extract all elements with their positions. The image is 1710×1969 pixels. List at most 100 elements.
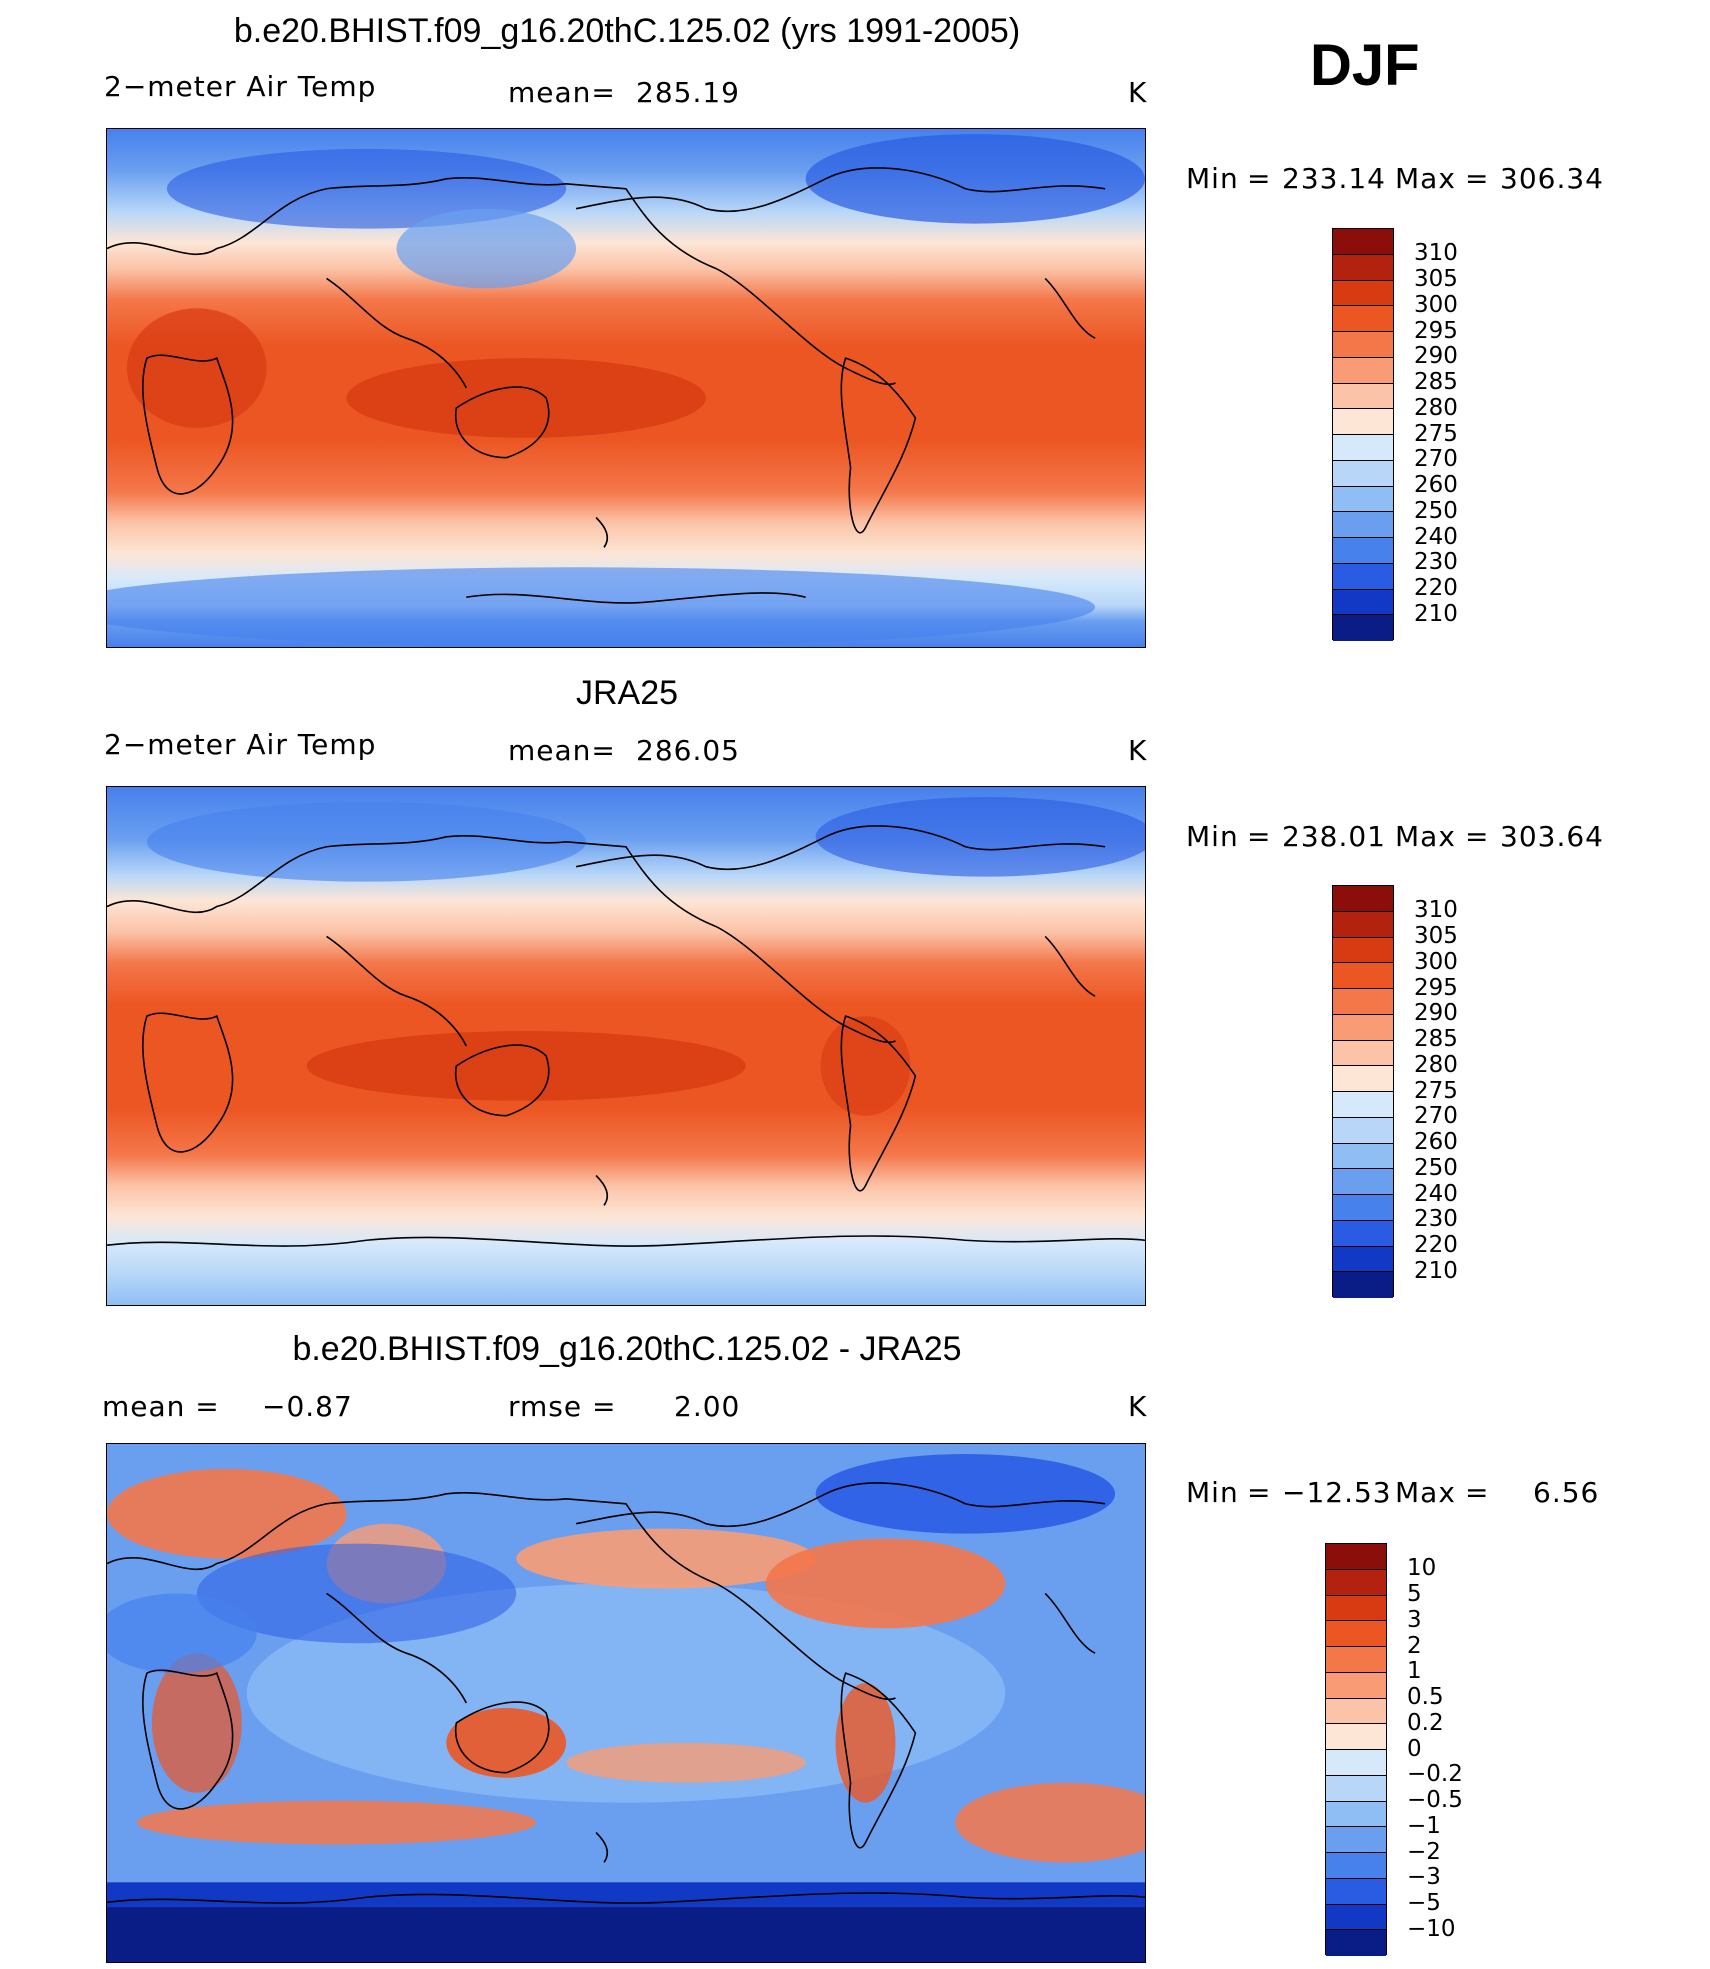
panel3-min-value: −12.53 <box>1282 1476 1392 1509</box>
panel1-variable-label: 2−meter Air Temp <box>104 70 377 103</box>
panel2-colorbar <box>1332 885 1394 1298</box>
colorbar-tick-label: 250 <box>1414 497 1458 524</box>
colorbar-swatch <box>1333 435 1393 461</box>
colorbar-tick-label: 0.5 <box>1407 1684 1444 1710</box>
colorbar-tick-label: 3 <box>1407 1606 1422 1633</box>
colorbar-swatch <box>1333 963 1393 989</box>
colorbar-tick-label: 270 <box>1414 446 1458 473</box>
panel1-max-value: 306.34 <box>1500 162 1604 195</box>
colorbar-tick-label: 0.2 <box>1407 1709 1444 1736</box>
panel2-mean-value: 286.05 <box>636 734 740 767</box>
colorbar-swatch <box>1333 563 1393 590</box>
panel3-mean-label: mean = <box>102 1390 220 1423</box>
colorbar-swatch <box>1333 1272 1393 1298</box>
colorbar-swatch <box>1326 1801 1386 1828</box>
colorbar-swatch <box>1326 1827 1386 1853</box>
colorbar-tick-label: 305 <box>1414 266 1458 292</box>
colorbar-swatch <box>1326 1647 1386 1673</box>
colorbar-tick-label: 0 <box>1407 1735 1422 1762</box>
colorbar-swatch <box>1333 1195 1393 1221</box>
panel1-colorbar <box>1332 228 1394 641</box>
colorbar-swatch <box>1326 1930 1386 1956</box>
colorbar-swatch <box>1333 1143 1393 1170</box>
colorbar-swatch <box>1333 486 1393 513</box>
colorbar-tick-label: −1 <box>1407 1812 1441 1839</box>
colorbar-swatch <box>1333 911 1393 938</box>
panel3-coastlines <box>107 1482 1145 1904</box>
colorbar-tick-label: 295 <box>1414 974 1458 1001</box>
colorbar-swatch <box>1326 1853 1386 1879</box>
colorbar-tick-label: 275 <box>1414 1077 1458 1104</box>
colorbar-tick-label: 285 <box>1414 369 1458 395</box>
colorbar-swatch <box>1326 1621 1386 1647</box>
colorbar-tick-label: 310 <box>1414 240 1458 267</box>
colorbar-swatch <box>1333 254 1393 281</box>
colorbar-swatch <box>1333 1246 1393 1273</box>
colorbar-swatch <box>1333 306 1393 332</box>
panel3-rmse-value: 2.00 <box>674 1390 741 1423</box>
colorbar-swatch <box>1326 1698 1386 1725</box>
panel2-max-label: Max <box>1395 820 1456 853</box>
panel3-max-value: 6.56 <box>1533 1476 1600 1509</box>
panel2-min-value: 238.01 <box>1282 820 1386 853</box>
colorbar-tick-label: 290 <box>1414 343 1458 370</box>
panel2-min-label: Min <box>1186 820 1239 853</box>
panel1-min-value: 233.14 <box>1282 162 1386 195</box>
panel1-max-label: Max <box>1395 162 1456 195</box>
panel2-coastlines <box>107 825 1145 1247</box>
colorbar-tick-label: 230 <box>1414 549 1458 576</box>
colorbar-tick-label: −0.2 <box>1407 1761 1463 1788</box>
panel2-units: K <box>1128 734 1148 767</box>
panel1-map-svg <box>107 129 1145 647</box>
colorbar-swatch <box>1333 280 1393 307</box>
panel3-title: b.e20.BHIST.f09_g16.20thC.125.02 - JRA25 <box>292 1330 962 1368</box>
colorbar-swatch <box>1333 383 1393 410</box>
colorbar-tick-label: 260 <box>1414 1129 1458 1155</box>
colorbar-swatch <box>1326 1775 1386 1802</box>
panel2-variable-label: 2−meter Air Temp <box>104 728 377 761</box>
colorbar-swatch <box>1333 615 1393 641</box>
colorbar-swatch <box>1333 937 1393 964</box>
colorbar-tick-label: −3 <box>1407 1864 1441 1891</box>
colorbar-tick-label: −0.5 <box>1407 1787 1463 1813</box>
colorbar-tick-label: 230 <box>1414 1206 1458 1233</box>
colorbar-tick-label: 260 <box>1414 472 1458 498</box>
panel1-min-label: Min <box>1186 162 1239 195</box>
colorbar-swatch <box>1333 1014 1393 1041</box>
colorbar-tick-label: 210 <box>1414 1257 1458 1284</box>
colorbar-swatch <box>1333 989 1393 1015</box>
colorbar-swatch <box>1326 1672 1386 1699</box>
panel3-min-label: Min <box>1186 1476 1239 1509</box>
colorbar-tick-label: −2 <box>1407 1838 1441 1865</box>
panel1-mean-label: mean= <box>508 76 616 109</box>
colorbar-swatch <box>1326 1878 1386 1905</box>
colorbar-tick-label: 240 <box>1414 1180 1458 1207</box>
colorbar-swatch <box>1333 512 1393 538</box>
colorbar-swatch <box>1333 229 1393 255</box>
colorbar-tick-label: 280 <box>1414 394 1458 421</box>
panel2-max-value: 303.64 <box>1500 820 1604 853</box>
colorbar-tick-label: 220 <box>1414 575 1458 601</box>
panel3-colorbar <box>1325 1543 1387 1956</box>
colorbar-tick-label: 2 <box>1407 1632 1422 1659</box>
colorbar-tick-label: 300 <box>1414 948 1458 975</box>
colorbar-tick-label: 10 <box>1407 1555 1437 1582</box>
panel3-map-svg <box>107 1444 1145 1962</box>
colorbar-tick-label: 240 <box>1414 523 1458 550</box>
colorbar-swatch <box>1333 589 1393 616</box>
colorbar-tick-label: 220 <box>1414 1232 1458 1258</box>
panel3-units: K <box>1128 1390 1148 1423</box>
colorbar-swatch <box>1326 1904 1386 1931</box>
panel2-title: JRA25 <box>575 674 679 712</box>
colorbar-swatch <box>1333 1066 1393 1092</box>
colorbar-tick-label: 290 <box>1414 1000 1458 1027</box>
panel1-title: b.e20.BHIST.f09_g16.20thC.125.02 (yrs 19… <box>233 12 1021 50</box>
colorbar-tick-label: −10 <box>1407 1915 1456 1942</box>
colorbar-tick-label: 300 <box>1414 291 1458 318</box>
colorbar-tick-label: 305 <box>1414 923 1458 949</box>
panel2-mean-label: mean= <box>508 734 616 767</box>
colorbar-swatch <box>1326 1544 1386 1570</box>
colorbar-tick-label: 275 <box>1414 420 1458 447</box>
panel3-map <box>106 1443 1146 1963</box>
colorbar-tick-label: 280 <box>1414 1051 1458 1078</box>
